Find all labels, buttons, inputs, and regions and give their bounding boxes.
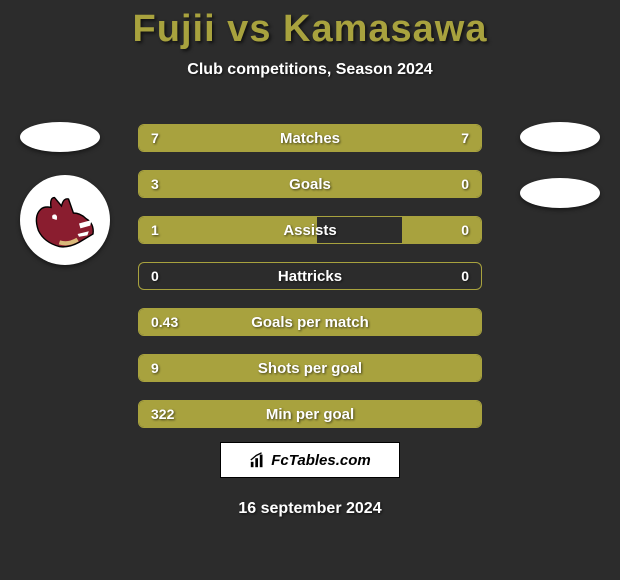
footer-date: 16 september 2024 (0, 500, 620, 518)
bar-value-right: 0 (449, 263, 481, 289)
bar-value-left: 1 (139, 217, 171, 243)
chart-icon (249, 451, 267, 469)
bar-value-right (457, 309, 481, 335)
bar-label: Assists (139, 217, 481, 243)
stat-row-assists: Assists1 0 (138, 216, 482, 244)
stat-row-min-per-goal: Min per goal322 (138, 400, 482, 428)
bar-value-left: 7 (139, 125, 171, 151)
bar-value-left: 0 (139, 263, 171, 289)
bar-label: Min per goal (139, 401, 481, 427)
bar-value-left: 3 (139, 171, 171, 197)
badge-left-placeholder-1 (20, 122, 100, 152)
bar-value-left: 322 (139, 401, 186, 427)
bar-value-left: 0.43 (139, 309, 190, 335)
stat-row-matches: Matches7 7 (138, 124, 482, 152)
stats-bars: Matches77Goals30Assists10Hattricks00Goal… (138, 124, 482, 446)
coyote-icon (30, 185, 100, 255)
subtitle: Club competitions, Season 2024 (0, 61, 620, 79)
stat-row-hattricks: Hattricks0 0 (138, 262, 482, 290)
bar-value-right: 0 (449, 171, 481, 197)
bar-value-left: 9 (139, 355, 171, 381)
bar-value-right (457, 401, 481, 427)
bar-label: Matches (139, 125, 481, 151)
stat-row-goals-per-match: Goals per match0.43 (138, 308, 482, 336)
bar-label: Shots per goal (139, 355, 481, 381)
bar-value-right: 7 (449, 125, 481, 151)
footer-site-label: FcTables.com (271, 452, 370, 469)
badge-right-placeholder-2 (520, 178, 600, 208)
bar-label: Goals per match (139, 309, 481, 335)
stat-row-goals: Goals3 0 (138, 170, 482, 198)
badge-right-placeholder-1 (520, 122, 600, 152)
bar-label: Goals (139, 171, 481, 197)
stat-row-shots-per-goal: Shots per goal9 (138, 354, 482, 382)
bar-value-right (457, 355, 481, 381)
page-title: Fujii vs Kamasawa (0, 0, 620, 51)
footer-attribution[interactable]: FcTables.com (220, 442, 400, 478)
bar-value-right: 0 (449, 217, 481, 243)
bar-label: Hattricks (139, 263, 481, 289)
badge-left-team-logo (20, 175, 110, 265)
